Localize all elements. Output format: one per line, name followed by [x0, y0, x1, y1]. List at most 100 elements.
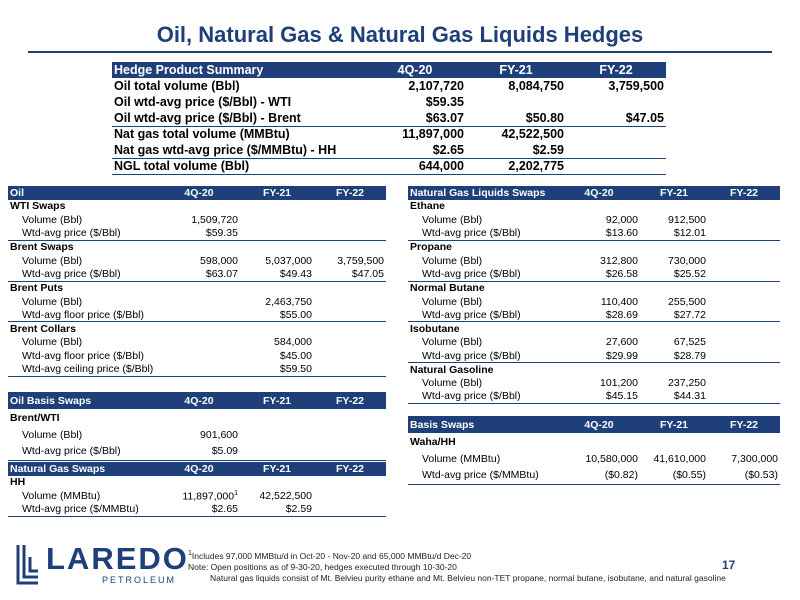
table-row: Wtd-avg price ($/Bbl) $63.07 $49.43 $47.… — [8, 268, 386, 282]
cell-value — [708, 213, 780, 227]
natural-gas-swaps-table: Natural Gas Swaps 4Q-20 FY-21 FY-22 HH V… — [8, 462, 386, 517]
cell-value: $59.35 — [425, 95, 464, 109]
cell-value: $50.80 — [525, 110, 564, 125]
footnote-ngl: Natural gas liquids consist of Mt. Belvi… — [210, 573, 726, 583]
cell-value: $26.58 — [605, 268, 638, 281]
cell-value: 7,300,000 — [731, 452, 778, 465]
row-label: Wtd-avg price ($/Bbl) — [408, 389, 558, 404]
page-number: 17 — [722, 558, 736, 572]
header-cell: FY-22 — [566, 62, 666, 78]
cell-value: 3,759,500 — [337, 254, 384, 267]
section-label: Waha/HH — [410, 435, 456, 448]
row-label: Volume (Bbl) — [422, 295, 483, 308]
table-row: Wtd-avg price ($/Bbl) $59.35 — [8, 227, 386, 241]
header-cell: Natural Gas Liquids Swaps — [408, 186, 558, 200]
cell-value — [314, 426, 386, 443]
cell-value: 11,897,000 — [364, 125, 466, 142]
cell-value: $25.52 — [673, 268, 706, 281]
cell-value: $45.15 — [558, 389, 640, 404]
section-label: Brent/WTI — [10, 411, 60, 424]
cell-value — [708, 336, 780, 350]
cell-value: 42,522,500 — [259, 489, 312, 502]
table-header: Natural Gas Swaps 4Q-20 FY-21 FY-22 — [8, 462, 386, 476]
section-row: Waha/HH — [408, 433, 780, 450]
cell-value: 584,000 — [274, 336, 312, 349]
row-label: Wtd-avg price ($/Bbl) — [422, 308, 521, 321]
cell-value: $45.00 — [279, 349, 312, 362]
table-row: Wtd-avg price ($/Bbl) $29.99 $28.79 — [408, 349, 780, 363]
section-row: Natural Gasoline — [408, 362, 780, 377]
header-cell: 4Q-20 — [158, 186, 240, 200]
hedge-summary-table: Hedge Product Summary 4Q-20 FY-21 FY-22 … — [112, 62, 666, 175]
row-label: Wtd-avg ceiling price ($/Bbl) — [8, 362, 158, 377]
header-cell: FY-21 — [240, 392, 314, 409]
section-row: Brent Collars — [8, 321, 386, 336]
row-label: Wtd-avg price ($/Bbl) — [422, 349, 521, 362]
cell-value — [708, 227, 780, 241]
section-row: Isobutane — [408, 321, 780, 336]
row-label: Wtd-avg price ($/Bbl) — [8, 443, 158, 461]
cell-value — [158, 349, 240, 363]
cell-value: $59.35 — [205, 227, 238, 240]
cell-value: ($0.55) — [640, 467, 708, 485]
cell-value: $2.65 — [158, 502, 240, 517]
cell-value — [708, 389, 780, 404]
cell-value — [158, 362, 240, 377]
cell-value: 255,500 — [668, 295, 706, 308]
table-row: Volume (MMBtu) 10,580,000 41,610,000 7,3… — [408, 450, 780, 467]
row-label: Oil wtd-avg price ($/Bbl) - Brent — [114, 110, 301, 125]
header-cell: 4Q-20 — [558, 416, 640, 433]
row-label: Oil wtd-avg price ($/Bbl) - WTI — [114, 95, 292, 109]
section-row: Brent Puts — [8, 280, 386, 295]
cell-value: 67,525 — [673, 336, 706, 349]
cell-value — [708, 268, 780, 282]
header-cell: 4Q-20 — [558, 186, 640, 200]
table-header: Oil Basis Swaps 4Q-20 FY-21 FY-22 — [8, 392, 386, 409]
section-row: Normal Butane — [408, 280, 780, 295]
table-row: Oil wtd-avg price ($/Bbl) - Brent $63.07… — [112, 110, 666, 126]
cell-value: 5,037,000 — [265, 254, 312, 267]
laredo-logo: LAREDO PETROLEUM — [16, 541, 196, 593]
cell-value: $55.00 — [279, 308, 312, 321]
cell-value — [314, 308, 386, 322]
cell-value — [314, 213, 386, 227]
table-header: Oil 4Q-20 FY-21 FY-22 — [8, 186, 386, 200]
header-cell: FY-21 — [466, 62, 566, 78]
section-label: Isobutane — [408, 321, 780, 336]
cell-value: $2.59 — [532, 142, 564, 157]
row-label: Wtd-avg price ($/MMBtu) — [408, 467, 558, 485]
row-label: Volume (Bbl) — [22, 336, 83, 349]
cell-value: 2,463,750 — [265, 295, 312, 308]
cell-value: 10,580,000 — [585, 452, 638, 465]
footnote-1: 1Includes 97,000 MMBtu/d in Oct-20 - Nov… — [188, 550, 471, 561]
cell-value — [314, 502, 386, 517]
section-label: Brent Collars — [8, 321, 386, 336]
row-label: Oil total volume (Bbl) — [114, 79, 240, 93]
cell-value: ($0.82) — [558, 467, 640, 485]
cell-value — [240, 426, 314, 443]
cell-value — [708, 308, 780, 322]
row-label: Volume (Bbl) — [22, 428, 83, 441]
cell-value — [566, 142, 666, 158]
ngl-swaps-table: Natural Gas Liquids Swaps 4Q-20 FY-21 FY… — [408, 186, 780, 404]
cell-value — [158, 308, 240, 322]
section-label: WTI Swaps — [10, 200, 66, 213]
section-row: Brent/WTI — [8, 409, 386, 426]
section-label: Natural Gasoline — [408, 362, 780, 377]
header-cell: FY-21 — [240, 186, 314, 200]
row-label: Nat gas wtd-avg price ($/MMBtu) - HH — [114, 142, 337, 157]
oil-hedges-table: Oil 4Q-20 FY-21 FY-22 WTI Swaps Volume (… — [8, 186, 386, 377]
row-label: Wtd-avg price ($/Bbl) — [22, 268, 121, 281]
row-label: Volume (Bbl) — [422, 377, 483, 390]
row-label: Wtd-avg price ($/MMBtu) — [8, 502, 158, 517]
section-label: Ethane — [410, 200, 446, 213]
row-label: Volume (MMBtu) — [22, 489, 101, 502]
table-row: Wtd-avg price ($/MMBtu) ($0.82) ($0.55) … — [408, 467, 780, 485]
header-cell: FY-22 — [708, 186, 780, 200]
cell-value: $27.72 — [673, 308, 706, 321]
section-label: Brent Swaps — [8, 239, 386, 254]
row-label: Wtd-avg price ($/Bbl) — [422, 268, 521, 281]
row-label: Volume (Bbl) — [422, 336, 483, 349]
table-row: Wtd-avg price ($/MMBtu) $2.65 $2.59 — [8, 502, 386, 517]
row-label: Volume (Bbl) — [22, 213, 83, 226]
